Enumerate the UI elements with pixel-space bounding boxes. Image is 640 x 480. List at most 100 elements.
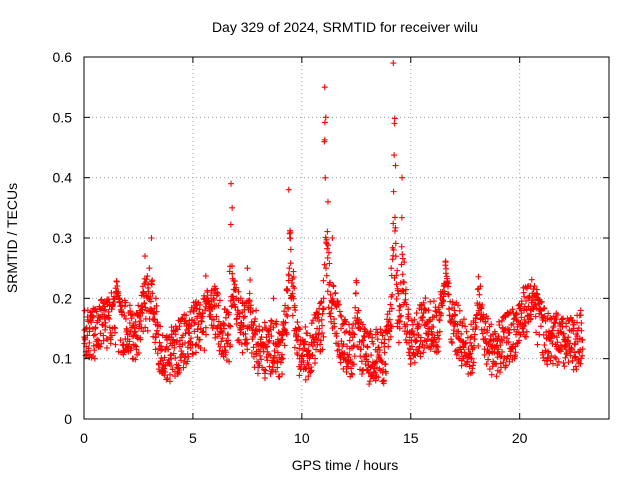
data-point — [392, 224, 399, 231]
data-point — [351, 353, 358, 360]
data-point — [433, 343, 440, 350]
data-point — [420, 299, 427, 306]
data-point — [387, 333, 394, 340]
data-point — [246, 298, 253, 305]
data-point — [553, 334, 560, 341]
data-point — [184, 358, 191, 365]
data-point — [350, 361, 357, 368]
data-point — [106, 315, 113, 322]
data-point — [351, 331, 358, 338]
data-point — [494, 367, 501, 374]
data-point — [381, 349, 388, 356]
data-point — [422, 306, 429, 313]
data-point — [192, 319, 199, 326]
data-point — [167, 371, 174, 378]
data-point — [430, 323, 437, 330]
data-point — [401, 259, 408, 266]
data-point — [521, 293, 528, 300]
data-point — [424, 335, 431, 342]
data-point — [458, 362, 465, 369]
data-point — [290, 295, 297, 302]
data-point — [240, 322, 247, 329]
data-point — [479, 330, 486, 337]
data-point — [413, 310, 420, 317]
data-point — [438, 310, 445, 317]
data-point — [144, 327, 151, 334]
data-point — [235, 288, 242, 295]
data-point — [522, 320, 529, 327]
data-point — [455, 302, 462, 309]
data-point — [210, 316, 217, 323]
data-point — [411, 359, 418, 366]
data-point — [388, 305, 395, 312]
data-point — [171, 344, 178, 351]
data-point — [561, 363, 568, 370]
data-point — [232, 303, 239, 310]
data-point — [349, 371, 356, 378]
data-point — [302, 323, 309, 330]
data-point — [207, 311, 214, 318]
data-point — [326, 260, 333, 267]
data-point — [278, 356, 285, 363]
data-point — [322, 265, 329, 272]
data-point — [388, 323, 395, 330]
data-point — [496, 322, 503, 329]
data-point — [549, 327, 556, 334]
points-layer — [81, 60, 586, 388]
data-point — [175, 362, 182, 369]
data-point — [148, 306, 155, 313]
data-point — [560, 330, 567, 337]
data-point — [402, 296, 409, 303]
data-point — [443, 265, 450, 272]
data-point — [547, 314, 554, 321]
data-point — [125, 343, 132, 350]
data-point — [197, 325, 204, 332]
data-point — [486, 366, 493, 373]
data-point — [275, 329, 282, 336]
data-point — [389, 291, 396, 298]
data-point — [195, 321, 202, 328]
data-point — [556, 347, 563, 354]
data-point — [569, 357, 576, 364]
data-point — [467, 350, 474, 357]
data-point — [324, 228, 331, 235]
data-point — [318, 298, 325, 305]
data-point — [124, 331, 131, 338]
data-point — [278, 351, 285, 358]
data-point — [461, 316, 468, 323]
data-point — [165, 346, 172, 353]
data-point — [326, 310, 333, 317]
data-point — [132, 318, 139, 325]
data-point — [262, 370, 269, 377]
data-point — [154, 350, 161, 357]
data-point — [294, 319, 301, 326]
data-point — [497, 342, 504, 349]
data-point — [229, 263, 236, 270]
data-point — [538, 298, 545, 305]
data-point — [338, 338, 345, 345]
data-point — [270, 324, 277, 331]
data-point — [174, 326, 181, 333]
data-point — [396, 325, 403, 332]
data-point — [348, 365, 355, 372]
data-point — [471, 331, 478, 338]
data-point — [578, 327, 585, 334]
data-point — [154, 327, 161, 334]
data-point — [292, 307, 299, 314]
data-point — [162, 368, 169, 375]
data-point — [541, 305, 548, 312]
data-point — [290, 283, 297, 290]
data-point — [369, 334, 376, 341]
y-tick-label: 0 — [64, 411, 72, 427]
data-point — [301, 345, 308, 352]
data-point — [170, 327, 177, 334]
data-point — [579, 352, 586, 359]
data-point — [324, 198, 331, 205]
data-point — [320, 277, 327, 284]
data-point — [312, 355, 319, 362]
data-point — [402, 290, 409, 297]
data-point — [390, 246, 397, 253]
data-point — [482, 319, 489, 326]
data-point — [481, 326, 488, 333]
data-point — [176, 367, 183, 374]
